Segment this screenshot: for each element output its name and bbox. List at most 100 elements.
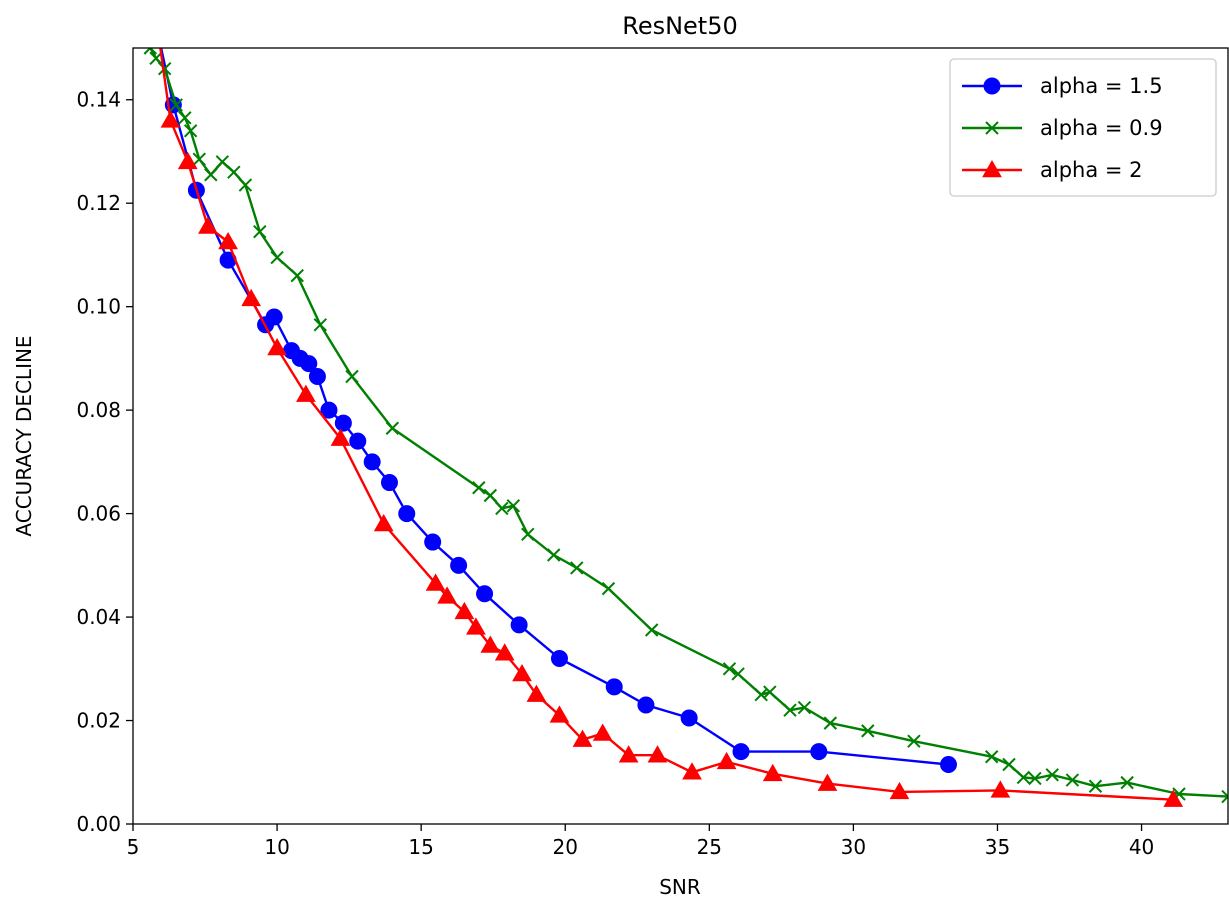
data-point-x [192, 152, 206, 166]
data-point-x [797, 700, 812, 715]
data-point-triangle [618, 745, 639, 763]
data-point-triangle [218, 231, 238, 250]
legend-item-circle: alpha = 1.5 [962, 74, 1163, 98]
data-point-x [385, 421, 400, 435]
y-tick-label: 0.02 [76, 709, 121, 733]
data-point-x [1120, 775, 1134, 790]
data-point-triangle [647, 745, 668, 763]
data-point-x [907, 734, 921, 748]
data-point-x [345, 369, 359, 384]
data-point-circle [265, 308, 283, 326]
data-point-x [178, 111, 192, 125]
data-point-x [1002, 757, 1016, 772]
data-point-circle [424, 533, 442, 551]
series-x [143, 48, 1228, 804]
data-point-triangle [549, 705, 570, 723]
data-point-x [472, 481, 486, 495]
y-tick-label: 0.08 [76, 398, 121, 422]
data-point-circle [637, 696, 655, 714]
data-point-triangle [494, 643, 515, 661]
data-point-triangle [198, 216, 218, 234]
data-point-circle [680, 709, 698, 727]
data-point-triangle [454, 601, 475, 620]
data-point-triangle [330, 428, 351, 446]
data-point-x [763, 685, 777, 699]
y-tick-label: 0.06 [76, 502, 121, 526]
data-point-x [722, 662, 737, 676]
data-point-x [270, 250, 284, 265]
data-point-x [290, 268, 304, 283]
data-point-x [731, 667, 745, 681]
x-tick-label: 20 [553, 835, 578, 859]
data-point-x [783, 703, 797, 717]
x-tick-label: 30 [841, 835, 866, 859]
data-point-circle [349, 432, 367, 450]
legend-label-triangle: alpha = 2 [1040, 158, 1143, 182]
data-point-circle [363, 453, 381, 471]
data-point-x [1065, 773, 1080, 787]
y-tick-label: 0.04 [76, 605, 121, 629]
data-point-circle [380, 474, 398, 492]
data-point-triangle [889, 781, 910, 800]
data-point-circle [308, 368, 326, 386]
data-point-x [1045, 768, 1059, 782]
data-point-circle [320, 401, 338, 419]
y-tick-label: 0.00 [76, 812, 121, 836]
data-point-triangle [716, 751, 737, 770]
series-layer [143, 48, 1228, 807]
legend-item-x: alpha = 0.9 [962, 116, 1163, 140]
data-point-x [754, 687, 768, 702]
data-point-x [1088, 779, 1103, 793]
x-axis-label: SNR [659, 875, 701, 899]
legend-marker-triangle [982, 159, 1002, 178]
y-tick-label: 0.14 [76, 88, 121, 112]
data-point-x [1221, 789, 1228, 804]
data-point-triangle [682, 762, 702, 780]
x-tick-label: 5 [127, 835, 140, 859]
data-point-circle [810, 743, 828, 761]
data-point-triangle [177, 151, 198, 170]
data-point-triangle [592, 723, 613, 741]
legend: alpha = 1.5 alpha = 0.9 alpha = 2 [949, 58, 1217, 197]
data-point-x [227, 165, 241, 179]
data-point-x [143, 48, 157, 55]
data-point-triangle [480, 635, 501, 653]
data-point-triangle [466, 617, 486, 635]
data-point-x [495, 501, 509, 516]
data-point-circle [510, 616, 528, 634]
data-point-circle [939, 756, 957, 774]
data-point-x [985, 750, 999, 764]
data-point-triangle [425, 573, 446, 591]
data-point-triangle [160, 110, 181, 128]
data-point-x [823, 716, 838, 730]
y-tick-label: 0.10 [76, 295, 121, 319]
legend-item-triangle: alpha = 2 [962, 158, 1143, 182]
data-point-circle [605, 678, 623, 696]
legend-box [949, 58, 1217, 197]
x-tick-label: 10 [264, 835, 289, 859]
data-point-x [238, 178, 253, 192]
data-point-x [1028, 771, 1042, 786]
x-tick-label: 40 [1129, 835, 1154, 859]
data-point-triangle [512, 663, 532, 682]
data-point-circle [732, 743, 750, 761]
y-axis-label: ACCURACY DECLINE [12, 335, 36, 536]
data-point-circle [476, 585, 494, 603]
data-point-x [169, 98, 183, 112]
data-point-triangle [296, 384, 316, 402]
data-point-x [644, 623, 659, 637]
data-point-triangle [817, 773, 838, 791]
data-point-x [547, 548, 561, 562]
plot-frame [132, 47, 1229, 825]
data-point-x [861, 724, 875, 738]
data-point-circle [300, 355, 318, 373]
x-axis: 5 10 15 20 25 30 35 40 [127, 824, 1154, 859]
data-point-x [253, 224, 267, 239]
legend-marker-circle [983, 77, 1001, 95]
data-point-x [506, 499, 521, 513]
x-tick-label: 15 [408, 835, 433, 859]
series-triangle [159, 48, 1184, 807]
chart-title: ResNet50 [622, 12, 738, 40]
x-tick-label: 25 [697, 835, 722, 859]
legend-marker-x [985, 121, 999, 135]
